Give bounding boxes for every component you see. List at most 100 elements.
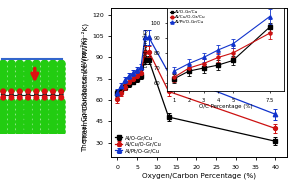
- Circle shape: [24, 80, 32, 88]
- Circle shape: [33, 118, 40, 126]
- Circle shape: [24, 60, 32, 68]
- Y-axis label: T.C. (MWm⁻²K): T.C. (MWm⁻²K): [143, 29, 149, 69]
- Circle shape: [33, 113, 40, 121]
- Circle shape: [33, 60, 40, 68]
- Circle shape: [59, 89, 64, 94]
- Circle shape: [8, 65, 15, 73]
- Circle shape: [57, 108, 65, 116]
- Circle shape: [41, 108, 49, 116]
- Circle shape: [8, 60, 15, 68]
- Circle shape: [49, 65, 57, 73]
- Circle shape: [34, 95, 39, 100]
- Circle shape: [8, 98, 15, 106]
- Circle shape: [33, 98, 40, 106]
- Text: Thermal Conductance (MWm⁻²K): Thermal Conductance (MWm⁻²K): [81, 37, 88, 152]
- Circle shape: [24, 65, 32, 73]
- Circle shape: [41, 75, 49, 83]
- Circle shape: [57, 80, 65, 88]
- Circle shape: [57, 75, 65, 83]
- Circle shape: [24, 123, 32, 131]
- Circle shape: [41, 128, 49, 136]
- Circle shape: [57, 65, 65, 73]
- Circle shape: [49, 118, 57, 126]
- Circle shape: [16, 118, 23, 126]
- Circle shape: [24, 75, 32, 83]
- Circle shape: [51, 95, 55, 100]
- Circle shape: [0, 103, 7, 111]
- Circle shape: [0, 85, 7, 92]
- Circle shape: [51, 89, 55, 94]
- Circle shape: [33, 103, 40, 111]
- Circle shape: [49, 60, 57, 68]
- Circle shape: [0, 123, 7, 131]
- Circle shape: [0, 60, 7, 68]
- Circle shape: [18, 95, 22, 100]
- Circle shape: [24, 85, 32, 92]
- Circle shape: [16, 75, 23, 83]
- Circle shape: [49, 85, 57, 92]
- Circle shape: [16, 65, 23, 73]
- Circle shape: [26, 89, 30, 94]
- Legend: Al/O-Gr/Cu, Al/Cu/O-Gr/Cu, Al/Pt/O-Gr/Cu: Al/O-Gr/Cu, Al/Cu/O-Gr/Cu, Al/Pt/O-Gr/Cu: [169, 10, 207, 25]
- Circle shape: [0, 98, 7, 106]
- Circle shape: [41, 123, 49, 131]
- Circle shape: [49, 123, 57, 131]
- Circle shape: [33, 128, 40, 136]
- Circle shape: [8, 70, 15, 78]
- Circle shape: [57, 103, 65, 111]
- Circle shape: [24, 113, 32, 121]
- Circle shape: [24, 98, 32, 106]
- Circle shape: [49, 113, 57, 121]
- Circle shape: [57, 118, 65, 126]
- Circle shape: [41, 85, 49, 92]
- Circle shape: [57, 70, 65, 78]
- Circle shape: [35, 93, 38, 96]
- X-axis label: Oxygen/Carbon Percentage (%): Oxygen/Carbon Percentage (%): [142, 172, 256, 179]
- Circle shape: [57, 85, 65, 92]
- Circle shape: [18, 89, 22, 94]
- Circle shape: [0, 108, 7, 116]
- X-axis label: O/C Percentage (%): O/C Percentage (%): [199, 104, 253, 109]
- Circle shape: [1, 89, 6, 94]
- Circle shape: [33, 123, 40, 131]
- Circle shape: [8, 113, 15, 121]
- Circle shape: [24, 128, 32, 136]
- Circle shape: [24, 108, 32, 116]
- Circle shape: [8, 128, 15, 136]
- Circle shape: [57, 98, 65, 106]
- Circle shape: [0, 80, 7, 88]
- Circle shape: [0, 65, 7, 73]
- Circle shape: [57, 113, 65, 121]
- Circle shape: [41, 80, 49, 88]
- Circle shape: [16, 108, 23, 116]
- Circle shape: [57, 123, 65, 131]
- Circle shape: [24, 70, 32, 78]
- Circle shape: [41, 103, 49, 111]
- Circle shape: [16, 85, 23, 92]
- Circle shape: [26, 93, 30, 96]
- Circle shape: [0, 113, 7, 121]
- Circle shape: [8, 118, 15, 126]
- Circle shape: [43, 93, 46, 96]
- Circle shape: [16, 80, 23, 88]
- Circle shape: [9, 95, 14, 100]
- Circle shape: [49, 75, 57, 83]
- Circle shape: [41, 65, 49, 73]
- Circle shape: [34, 89, 39, 94]
- Circle shape: [8, 75, 15, 83]
- Circle shape: [16, 98, 23, 106]
- Circle shape: [41, 118, 49, 126]
- Circle shape: [42, 95, 47, 100]
- Circle shape: [24, 118, 32, 126]
- Circle shape: [33, 85, 40, 92]
- Circle shape: [8, 108, 15, 116]
- Circle shape: [42, 89, 47, 94]
- Circle shape: [59, 93, 63, 96]
- Circle shape: [16, 60, 23, 68]
- Circle shape: [51, 93, 55, 96]
- Circle shape: [49, 108, 57, 116]
- Circle shape: [57, 128, 65, 136]
- Circle shape: [0, 128, 7, 136]
- Circle shape: [59, 95, 64, 100]
- Circle shape: [16, 113, 23, 121]
